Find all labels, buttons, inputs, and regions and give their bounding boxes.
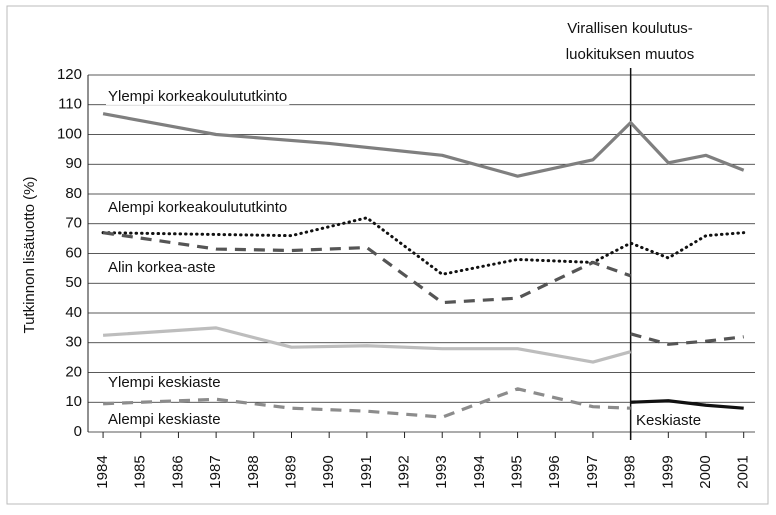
x-tick-label: 2001 <box>735 455 752 488</box>
x-tick-label: 1999 <box>659 455 676 488</box>
y-tick-label: 120 <box>57 66 82 83</box>
y-tick-label: 10 <box>65 393 82 410</box>
x-tick-label: 1997 <box>584 455 601 488</box>
y-tick-label: 110 <box>58 96 82 113</box>
x-tick-label: 1994 <box>471 455 488 488</box>
y-tick-label: 50 <box>65 274 82 291</box>
series-line <box>103 387 631 419</box>
y-tick-label: 20 <box>65 363 82 380</box>
series-line <box>102 112 745 178</box>
series-label-bg <box>106 87 290 105</box>
series-label-bg <box>106 373 223 391</box>
x-tick-label: 1986 <box>169 455 186 488</box>
series-line <box>101 216 746 276</box>
series-line <box>630 399 744 410</box>
x-tick-label: 1987 <box>207 455 224 488</box>
x-tick-label: 1993 <box>433 455 450 488</box>
x-tick-label: 1985 <box>132 455 149 488</box>
series-label: Ylempi keskiaste <box>108 374 221 391</box>
y-tick-label: 60 <box>65 244 82 261</box>
x-tick-label: 1995 <box>509 455 526 488</box>
x-tick-label: 1992 <box>396 455 413 488</box>
series-label: Alempi korkeakoulututkinto <box>108 199 287 216</box>
series-label-bg <box>634 411 704 429</box>
series-label: Ylempi korkeakoulututkinto <box>108 88 287 105</box>
series-label-bg <box>106 198 290 216</box>
y-tick-label: 0 <box>74 423 82 440</box>
x-tick-label: 1988 <box>245 455 262 488</box>
series-label: Alempi keskiaste <box>108 411 221 428</box>
x-tick-label: 1990 <box>320 455 337 488</box>
y-tick-label: 70 <box>65 215 82 232</box>
frame <box>6 5 769 505</box>
x-tick-label: 1998 <box>622 455 639 488</box>
y-tick-label: 90 <box>65 155 82 172</box>
annotation: Virallisen koulutus- <box>567 20 693 37</box>
y-axis-label: Tutkinnon lisätuotto (%) <box>21 176 38 333</box>
series-label-bg <box>106 258 218 276</box>
y-tick-label: 100 <box>57 125 82 142</box>
series-line <box>102 326 632 364</box>
series-label-bg <box>106 410 223 428</box>
series-label: Alin korkea-aste <box>108 259 216 276</box>
annotation: luokituksen muutos <box>566 46 694 63</box>
x-tick-label: 1989 <box>282 455 299 488</box>
series-label: Keskiaste <box>636 412 701 429</box>
x-tick-label: 1996 <box>546 455 563 488</box>
y-tick-label: 40 <box>65 304 82 321</box>
y-tick-label: 30 <box>65 334 82 351</box>
x-tick-label: 1984 <box>94 455 111 488</box>
x-tick-label: 1991 <box>358 455 375 488</box>
x-tick-label: 2000 <box>697 455 714 488</box>
y-tick-label: 80 <box>65 185 82 202</box>
series-line <box>102 231 744 346</box>
